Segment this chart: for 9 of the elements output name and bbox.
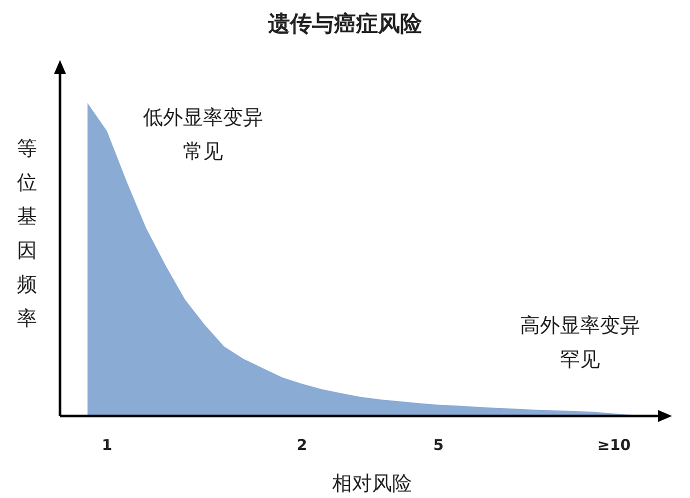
x-tick-label: ≥10 <box>597 436 631 454</box>
annotation: 高外显率变异罕见 <box>520 313 640 371</box>
x-tick-label: 2 <box>296 436 308 454</box>
y-axis-title: 等位基因频率 <box>17 136 37 330</box>
x-tick-label: 1 <box>102 436 112 454</box>
x-axis-title: 相对风险 <box>332 471 412 495</box>
annotation: 低外显率变异常见 <box>143 105 263 163</box>
chart-title: 遗传与癌症风险 <box>267 11 423 37</box>
x-tick-label: 5 <box>433 436 444 454</box>
